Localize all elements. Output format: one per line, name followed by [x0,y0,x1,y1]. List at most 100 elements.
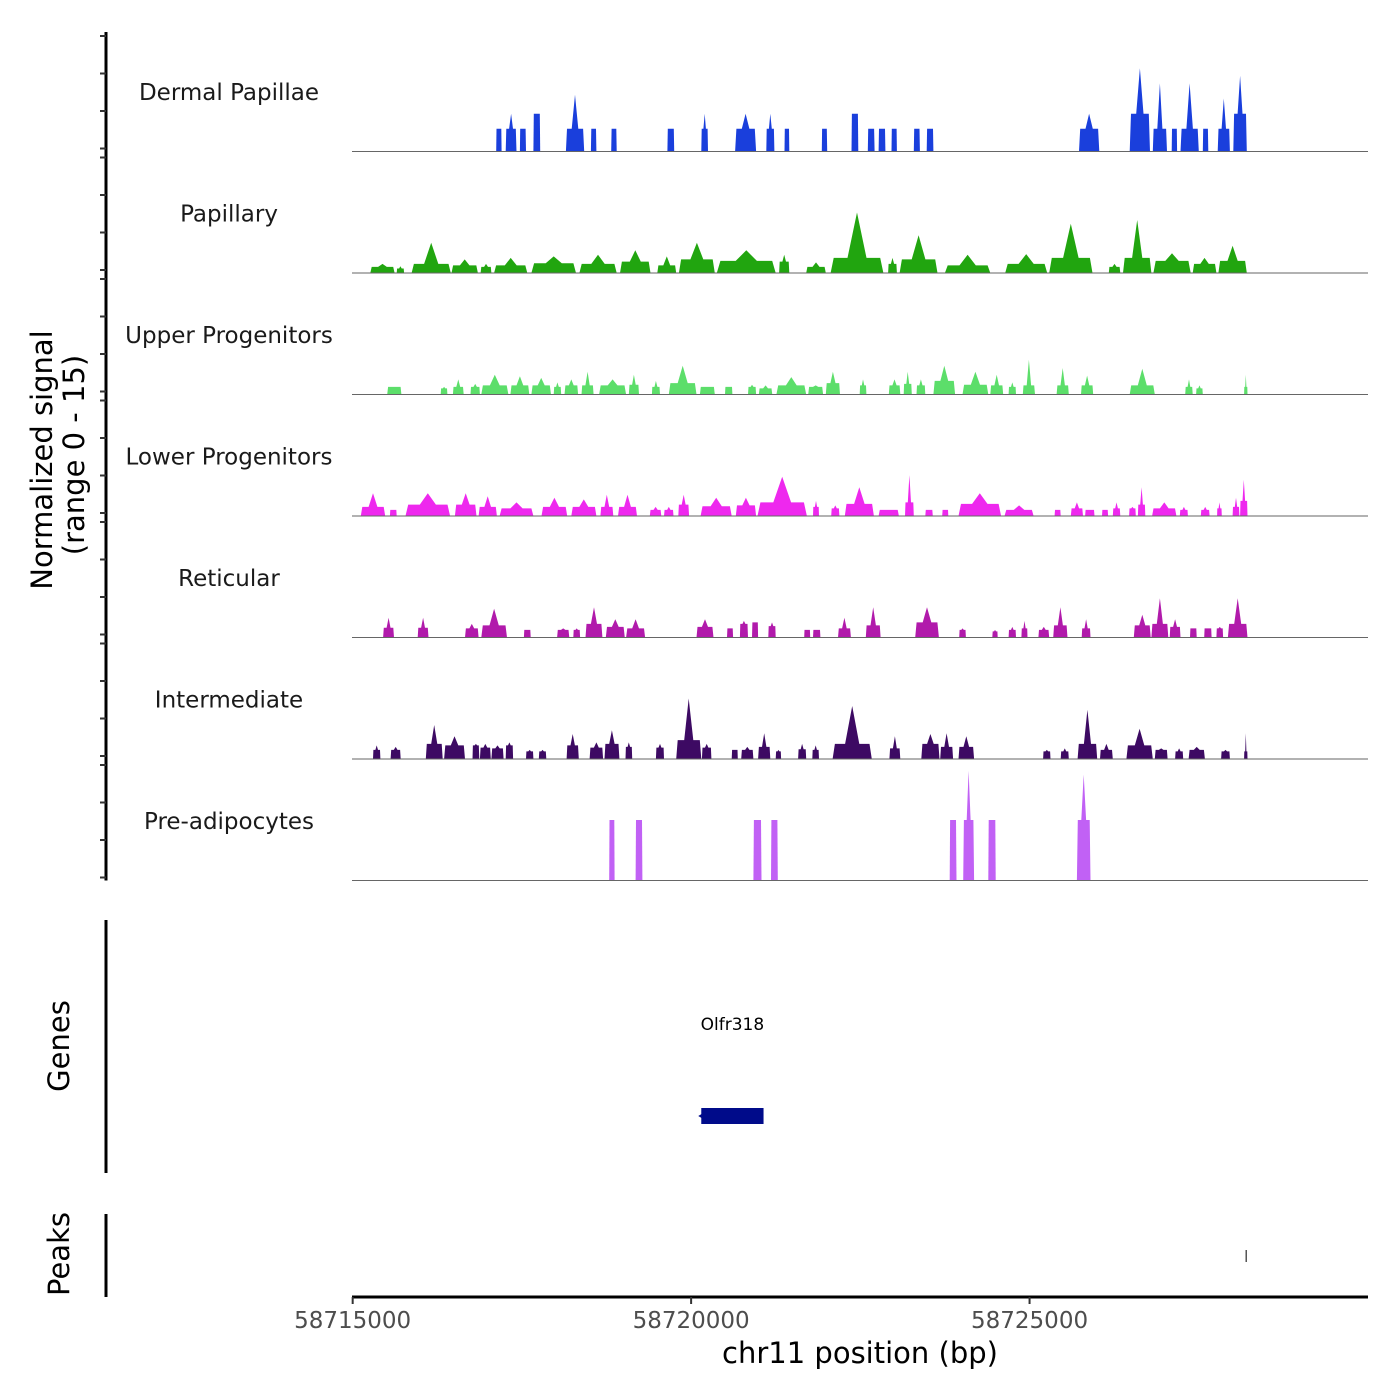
signal-peak [851,113,859,152]
signal-peak [557,628,570,638]
signal-peak [472,743,480,759]
signal-peak [1175,748,1184,759]
signal-peak [444,736,465,759]
signal-peak [499,502,534,516]
signal-peak [635,820,643,881]
signal-peak [668,365,697,395]
signal-peak [1126,728,1153,759]
signal-peak [913,128,920,152]
signal-peak [859,379,867,395]
signal-peak [1188,746,1205,759]
signal-peak [878,128,886,152]
signal-peak [1112,502,1121,516]
signal-peak [1218,245,1247,273]
y-axis-title-line2: (range 0 - 15) [57,355,91,555]
signal-peak [531,377,551,395]
signal-peak [757,476,807,516]
signal-peak [888,379,901,395]
signal-peak [541,497,568,516]
signal-peak [831,505,840,516]
signal-peak [1022,359,1035,395]
track-label: Lower Progenitors [126,445,333,471]
signal-peak [478,496,497,516]
signal-peak [678,242,715,273]
signal-peak [716,250,776,273]
signal-peak [832,706,872,759]
signal-peak [531,256,576,273]
signal-peak [1202,128,1209,152]
x-axis: 58715000 58720000 58725000 [294,1295,1368,1334]
signal-peak [865,607,881,638]
track-label: Reticular [178,566,280,592]
track-pre-adipocytes: Pre-adipocytes [144,770,1368,881]
signal-peak [360,493,386,516]
signal-peak [958,493,1002,516]
signal-peak [699,386,715,395]
signal-peak [700,497,732,516]
signal-peak [370,263,395,273]
signal-peak [553,382,562,395]
gene-strand-arrow [698,1113,704,1119]
signal-peak [1085,509,1095,516]
signal-peak [1217,502,1222,516]
signal-peak [888,257,897,273]
signal-peak [813,629,821,638]
signal-peak [581,371,594,395]
signal-peak [496,128,502,152]
signal-peak [891,128,897,152]
signal-peak [481,608,507,638]
signal-peak [798,743,807,759]
signal-peak [903,371,912,395]
signal-peak [1233,75,1247,152]
x-axis-title: chr11 position (bp) [722,1336,998,1370]
signal-peak [768,622,776,638]
signal-peak [565,94,585,152]
signal-peak [465,623,479,638]
signal-peak [599,379,627,395]
signal-peak [1100,743,1113,759]
signal-peak [618,494,637,516]
signal-peak [748,384,757,395]
track-reticular: Reticular [178,566,1368,638]
signal-peak [905,475,914,516]
track-label: Papillary [180,202,278,228]
signal-peak [959,628,966,638]
gene-label: Olfr318 [701,1015,765,1035]
signal-peak [1123,220,1152,273]
signal-peak [538,749,547,759]
signal-peak [825,371,840,395]
signal-peak [808,385,824,395]
signal-peak [1154,748,1168,759]
signal-peak [417,617,429,638]
signal-peak [1196,385,1203,395]
signal-peak [1133,614,1151,638]
signal-peak [1070,502,1083,516]
signal-peak [625,742,633,759]
signal-peak [771,820,778,881]
signal-peak [915,607,939,638]
signal-peak [926,128,934,152]
signal-peak [1216,626,1224,638]
signal-peak [1081,375,1094,395]
signal-peak [1192,257,1217,273]
signal-peak [1021,620,1028,638]
signal-peak [1227,598,1248,638]
signal-peak [589,742,604,759]
signal-tracks: Dermal Papillae Papillary Upper Progenitor… [125,68,1368,881]
signal-peak [1004,505,1034,516]
signal-peak [1151,598,1169,638]
signal-peak [779,254,790,273]
signal-peak [600,494,614,516]
signal-peak [725,386,733,395]
signal-peak [657,256,677,273]
signal-peak [664,506,674,516]
track-label: Dermal Papillae [139,80,319,106]
signal-peak [579,254,617,273]
signal-peak [990,374,1004,395]
signal-peak [727,628,734,638]
signal-peak [611,128,617,152]
signal-peak [758,733,771,759]
signal-peak [440,386,448,395]
signal-peak [510,376,530,395]
signal-peak [830,212,884,273]
